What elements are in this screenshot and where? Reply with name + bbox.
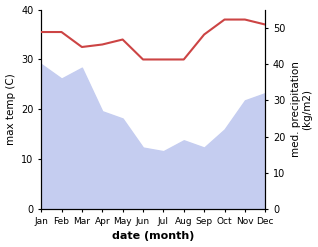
X-axis label: date (month): date (month) <box>112 231 194 242</box>
Y-axis label: med. precipitation
(kg/m2): med. precipitation (kg/m2) <box>291 62 313 157</box>
Y-axis label: max temp (C): max temp (C) <box>5 74 16 145</box>
